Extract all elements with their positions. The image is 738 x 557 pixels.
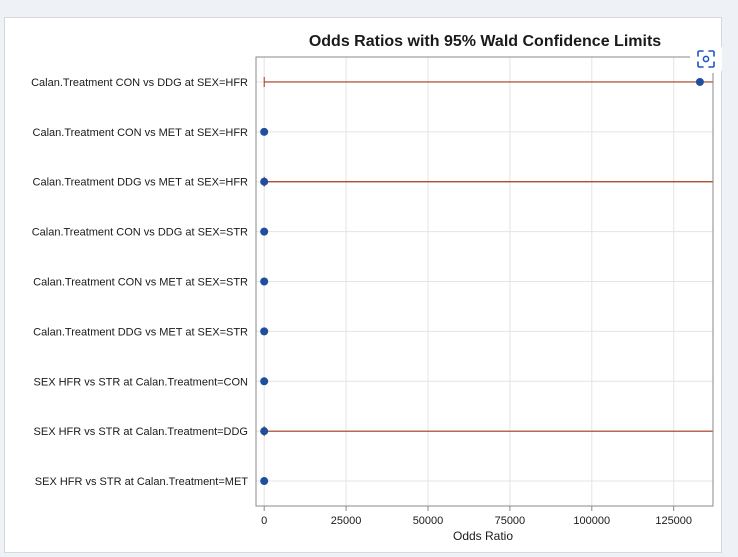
category-label: SEX HFR vs STR at Calan.Treatment=MET — [35, 476, 249, 488]
scan-focus-icon — [697, 50, 715, 68]
x-tick-label: 0 — [261, 515, 267, 527]
estimate-marker — [260, 377, 269, 386]
category-label: Calan.Treatment DDG vs MET at SEX=HFR — [33, 177, 249, 189]
odds-ratio-chart: Odds Ratios with 95% Wald Confidence Lim… — [31, 33, 714, 543]
x-axis-ticks: 0 25000 50000 75000 100000 125000 — [261, 506, 692, 527]
estimate-marker — [260, 327, 269, 336]
category-label: Calan.Treatment DDG vs MET at SEX=STR — [33, 326, 248, 338]
estimate-marker — [695, 77, 704, 86]
category-label: SEX HFR vs STR at Calan.Treatment=DDG — [34, 426, 248, 438]
estimate-marker — [260, 127, 269, 136]
scan-focus-button[interactable] — [690, 45, 722, 73]
x-tick-label: 125000 — [655, 515, 692, 527]
estimate-marker — [260, 477, 269, 486]
grid-lines — [256, 57, 713, 506]
category-labels: Calan.Treatment CON vs DDG at SEX=HFR Cal… — [31, 77, 248, 488]
plot-frame — [255, 56, 714, 507]
estimate-marker — [260, 277, 269, 286]
estimate-marker — [260, 177, 269, 186]
category-label: SEX HFR vs STR at Calan.Treatment=CON — [34, 376, 249, 388]
x-tick-label: 50000 — [413, 515, 444, 527]
confidence-intervals — [263, 76, 713, 437]
estimate-marker — [260, 427, 269, 436]
category-label: Calan.Treatment CON vs DDG at SEX=HFR — [31, 77, 248, 89]
estimate-markers — [260, 77, 704, 486]
x-tick-label: 75000 — [495, 515, 526, 527]
chart-panel: Odds Ratios with 95% Wald Confidence Lim… — [4, 17, 722, 553]
x-tick-label: 25000 — [331, 515, 362, 527]
x-tick-label: 100000 — [573, 515, 610, 527]
chart-title: Odds Ratios with 95% Wald Confidence Lim… — [309, 33, 661, 50]
x-axis-label: Odds Ratio — [453, 529, 513, 543]
estimate-marker — [260, 227, 269, 236]
category-label: Calan.Treatment CON vs MET at SEX=HFR — [33, 127, 249, 139]
category-label: Calan.Treatment CON vs MET at SEX=STR — [33, 277, 248, 289]
category-label: Calan.Treatment CON vs DDG at SEX=STR — [32, 227, 248, 239]
